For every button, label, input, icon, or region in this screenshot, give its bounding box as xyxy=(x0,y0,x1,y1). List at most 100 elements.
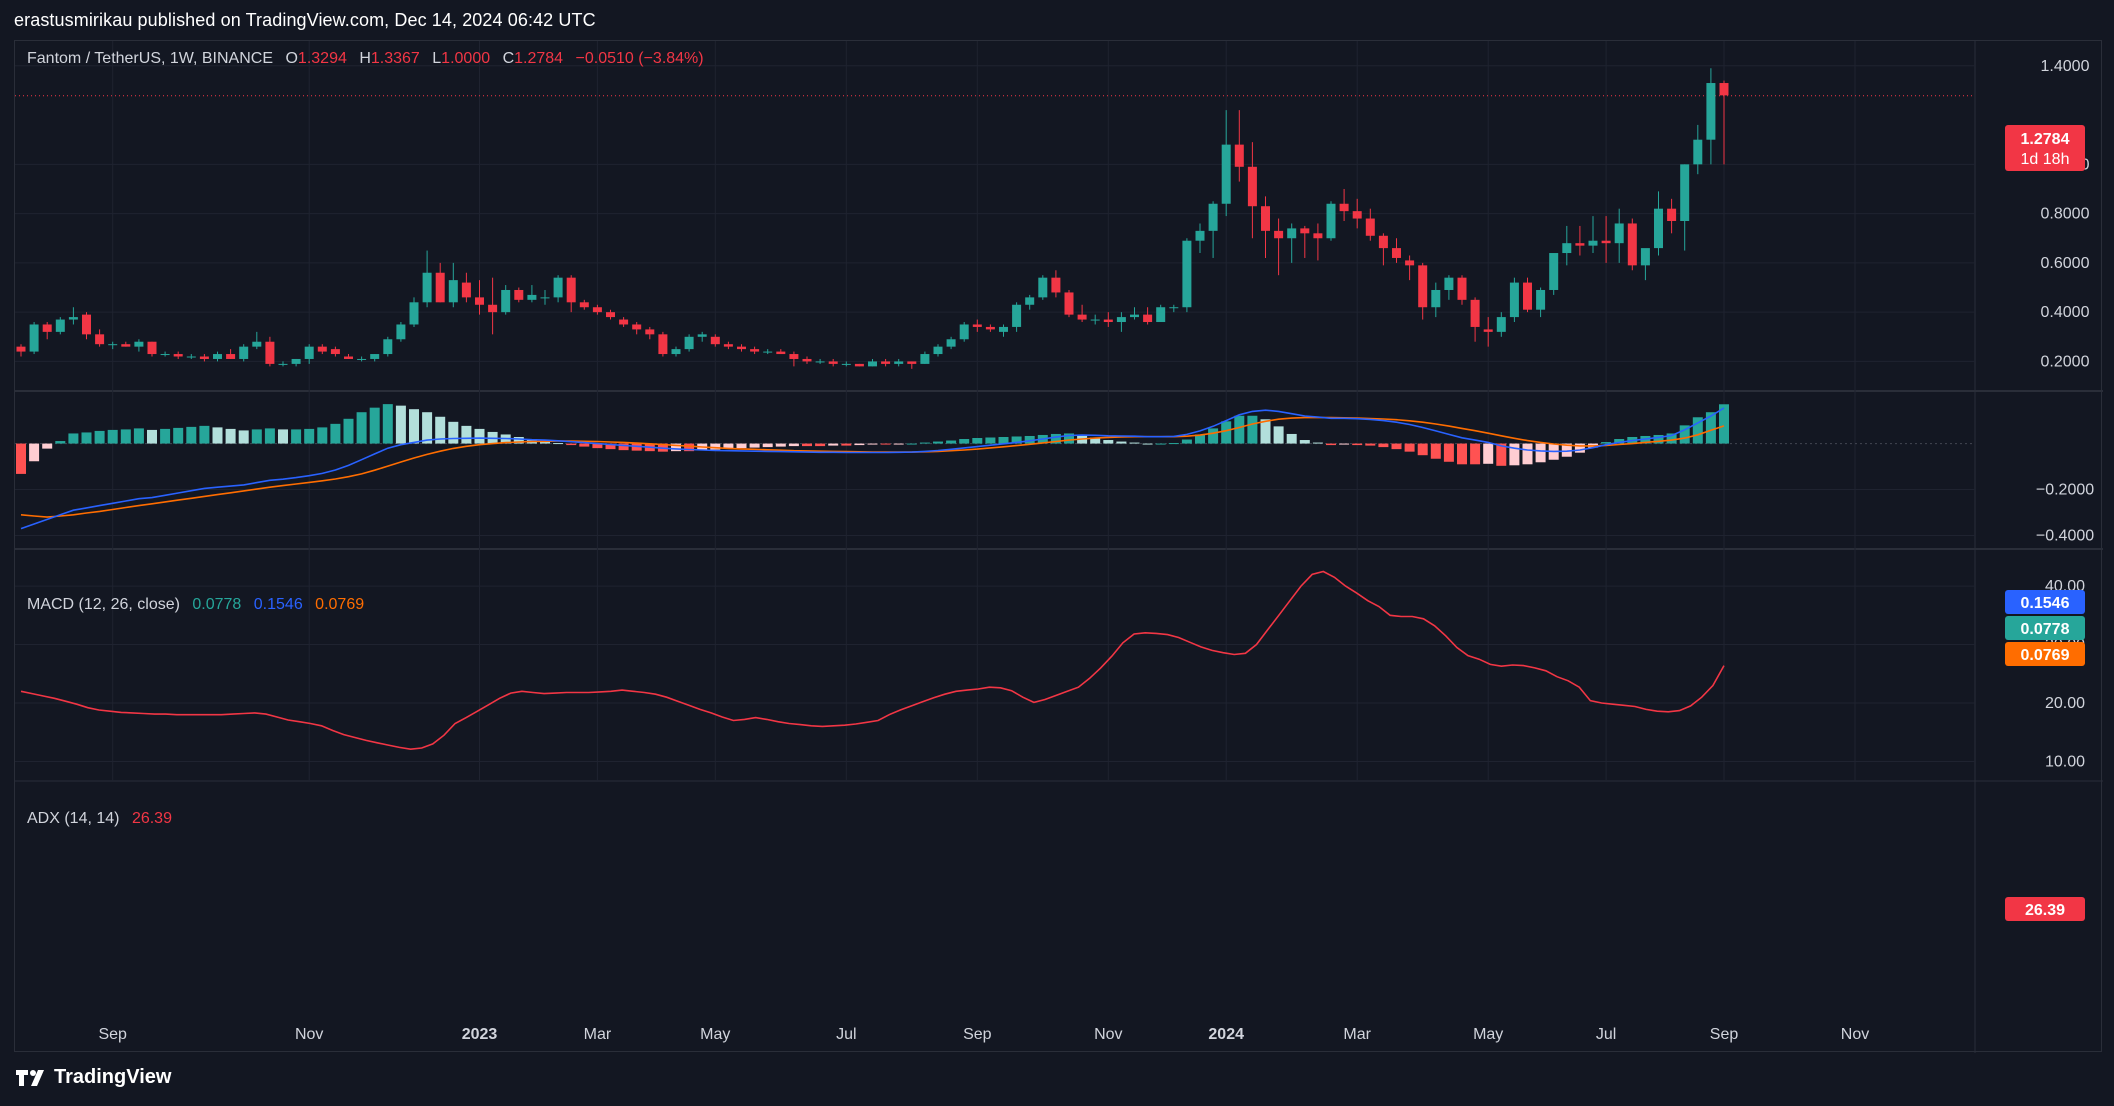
candle-body xyxy=(1130,314,1139,318)
candle-body xyxy=(946,339,956,347)
macd-histogram-bar xyxy=(1247,415,1258,444)
chart-canvas[interactable]: 1.4000 1.0000 0.8000 0.6000 0.4000 0.2000 Sep N… xyxy=(15,41,2103,1053)
candle-body xyxy=(409,302,419,325)
macd-histogram-bar xyxy=(474,428,485,444)
candle-body xyxy=(42,324,52,332)
candle-body xyxy=(1221,144,1231,204)
candle-body xyxy=(1614,223,1624,244)
candle xyxy=(1706,68,1716,165)
candle xyxy=(1575,225,1585,256)
time-tick-label: Nov xyxy=(295,1026,323,1043)
candle xyxy=(68,307,78,325)
legend-o-value: 1.3294 xyxy=(298,50,347,67)
macd-line xyxy=(20,407,1725,530)
candle xyxy=(186,354,196,359)
macd-histogram-bar xyxy=(1679,425,1690,444)
candle-body xyxy=(854,363,864,367)
adx-pane xyxy=(20,570,1725,751)
candle xyxy=(999,324,1008,337)
candle-body xyxy=(1313,233,1323,239)
candle-body xyxy=(344,356,353,359)
candle-body xyxy=(435,272,445,303)
main-legend: Fantom / TetherUS, 1W, BINANCE O1.3294 H… xyxy=(27,50,704,67)
tradingview-brand[interactable]: TradingView xyxy=(54,1066,172,1088)
candle-body xyxy=(422,272,432,303)
macd-pane xyxy=(15,404,1975,530)
macd-histogram-bar xyxy=(1522,443,1533,465)
time-tick-label: 2023 xyxy=(462,1026,498,1043)
candle xyxy=(1601,216,1611,263)
legend-o-label: O xyxy=(285,50,297,67)
macd-histogram-bar xyxy=(343,418,354,444)
candle xyxy=(1470,297,1480,342)
candle-body xyxy=(95,334,105,345)
candle xyxy=(1221,110,1231,217)
candle-body xyxy=(199,356,209,359)
legend-h-label: H xyxy=(359,50,371,67)
candle-body xyxy=(68,317,78,320)
candle-body xyxy=(1156,307,1166,323)
macd-histogram-bar xyxy=(1470,443,1481,465)
macd-histogram-bar xyxy=(1692,417,1703,444)
time-tick-label: Jul xyxy=(836,1026,856,1043)
macd-histogram-bar xyxy=(736,443,747,449)
price-tick-label: 1.4000 xyxy=(2041,58,2090,75)
macd-histogram-bar xyxy=(1666,433,1677,444)
candle-body xyxy=(330,349,340,355)
macd-histogram-bar xyxy=(1299,440,1310,444)
macd-histogram-bar xyxy=(919,442,930,444)
candle xyxy=(1287,223,1297,263)
candle-body xyxy=(658,334,668,355)
candle-body xyxy=(1378,235,1388,249)
candle-body xyxy=(1038,277,1048,298)
macd-histogram-bar xyxy=(592,443,603,449)
macd-histogram-bar xyxy=(461,425,472,444)
candle-body xyxy=(461,282,471,298)
macd-histogram-bar xyxy=(684,443,695,452)
macd-histogram-bar xyxy=(1430,443,1441,459)
candle-body xyxy=(1012,304,1022,327)
candle xyxy=(1392,238,1401,263)
macd-histogram-bar xyxy=(173,427,184,444)
candle-body xyxy=(1640,248,1650,266)
candle-body xyxy=(1025,297,1035,305)
macd-tags: 0.1546 0.0778 0.0769 xyxy=(2005,590,2085,666)
candle xyxy=(1326,201,1336,241)
macd-histogram-bar xyxy=(225,428,236,444)
adx-legend-value: 26.39 xyxy=(132,810,172,827)
candle-body xyxy=(619,319,629,325)
candle xyxy=(606,309,615,320)
time-tick-label: May xyxy=(1473,1026,1503,1043)
candle xyxy=(1562,225,1572,266)
candle xyxy=(750,346,760,355)
candle xyxy=(475,280,484,315)
candle-body xyxy=(776,351,786,355)
macd-histogram-bar xyxy=(1273,426,1284,444)
candle xyxy=(1680,164,1690,251)
candle xyxy=(1090,314,1100,325)
candle xyxy=(920,351,930,364)
candle-body xyxy=(592,307,602,313)
macd-histogram-bar xyxy=(566,443,577,446)
macd-histogram-bar xyxy=(1116,441,1127,444)
candle xyxy=(815,358,825,364)
candle-body xyxy=(514,289,524,300)
macd-tag-hist-bg xyxy=(2005,616,2085,640)
candle xyxy=(1352,198,1362,229)
candle-body xyxy=(737,346,746,350)
macd-histogram-bar xyxy=(107,429,118,444)
candle xyxy=(252,331,262,350)
candle-body xyxy=(1680,164,1690,221)
adx-legend-title: ADX (14, 14) xyxy=(27,810,119,827)
candle xyxy=(723,341,733,350)
macd-histogram-bar xyxy=(448,421,459,444)
candle xyxy=(226,349,236,359)
candle xyxy=(1261,196,1270,258)
candle-body xyxy=(186,356,196,358)
candle-body xyxy=(527,294,537,300)
macd-histogram-bar xyxy=(1443,443,1454,462)
macd-histogram-bar xyxy=(1195,434,1205,444)
time-tick-label: 2024 xyxy=(1208,1026,1244,1043)
macd-histogram-bar xyxy=(422,412,433,444)
chart-frame[interactable]: 1.4000 1.0000 0.8000 0.6000 0.4000 0.2000 Sep N… xyxy=(14,40,2103,1053)
